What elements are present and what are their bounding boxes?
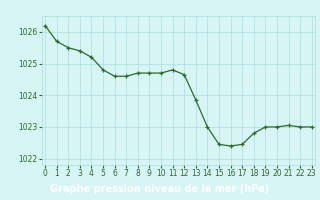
Text: Graphe pression niveau de la mer (hPa): Graphe pression niveau de la mer (hPa) bbox=[51, 184, 269, 194]
